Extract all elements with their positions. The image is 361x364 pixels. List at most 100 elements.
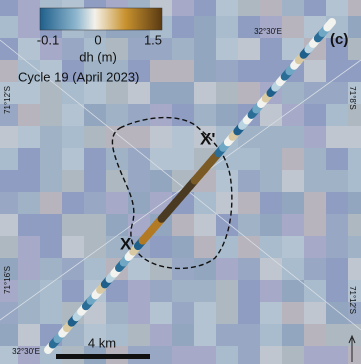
pixel bbox=[282, 346, 304, 364]
pixel bbox=[62, 104, 84, 126]
pixel bbox=[326, 170, 348, 192]
pixel bbox=[282, 302, 304, 324]
pixel bbox=[216, 236, 238, 258]
pixel bbox=[216, 60, 238, 82]
pixel bbox=[18, 104, 40, 126]
pixel bbox=[128, 280, 150, 302]
pixel bbox=[150, 236, 172, 258]
pixel bbox=[304, 280, 326, 302]
pixel bbox=[216, 38, 238, 60]
pixel bbox=[150, 148, 172, 170]
pixel bbox=[172, 0, 194, 16]
pixel bbox=[260, 236, 282, 258]
pixel bbox=[326, 258, 348, 280]
pixel bbox=[106, 148, 128, 170]
pixel bbox=[216, 346, 238, 364]
pixel bbox=[40, 258, 62, 280]
pixel bbox=[40, 126, 62, 148]
pixel bbox=[326, 104, 348, 126]
pixel bbox=[40, 170, 62, 192]
pixel bbox=[282, 324, 304, 346]
pixel bbox=[62, 258, 84, 280]
pixel bbox=[194, 346, 216, 364]
pixel bbox=[172, 214, 194, 236]
pixel bbox=[260, 126, 282, 148]
pixel bbox=[150, 82, 172, 104]
pixel bbox=[238, 236, 260, 258]
pixel bbox=[84, 236, 106, 258]
colorbar bbox=[40, 8, 162, 30]
pixel bbox=[62, 214, 84, 236]
pixel bbox=[150, 126, 172, 148]
pixel bbox=[238, 38, 260, 60]
pixel bbox=[128, 302, 150, 324]
pixel bbox=[326, 126, 348, 148]
pixel bbox=[84, 258, 106, 280]
pixel bbox=[282, 16, 304, 38]
pixel bbox=[282, 0, 304, 16]
pixel bbox=[172, 236, 194, 258]
pixel bbox=[84, 148, 106, 170]
pixel bbox=[260, 258, 282, 280]
pixel bbox=[216, 192, 238, 214]
pixel bbox=[18, 82, 40, 104]
pixel bbox=[216, 258, 238, 280]
pixel bbox=[106, 214, 128, 236]
pixel bbox=[0, 148, 18, 170]
pixel bbox=[348, 0, 361, 16]
pixel bbox=[348, 16, 361, 38]
colorbar-tick: -0.1 bbox=[37, 32, 59, 47]
pixel bbox=[304, 126, 326, 148]
pixel bbox=[194, 236, 216, 258]
pixel bbox=[238, 258, 260, 280]
pixel bbox=[62, 148, 84, 170]
lon-label: 32°30'E bbox=[254, 27, 282, 36]
pixel bbox=[304, 346, 326, 364]
pixel bbox=[172, 280, 194, 302]
pixel bbox=[238, 148, 260, 170]
pixel bbox=[304, 0, 326, 16]
colorbar-tick: 1.5 bbox=[144, 32, 162, 47]
pixel bbox=[128, 324, 150, 346]
pixel bbox=[18, 302, 40, 324]
pixel bbox=[260, 346, 282, 364]
pixel bbox=[150, 346, 172, 364]
pixel bbox=[172, 16, 194, 38]
pixel bbox=[260, 38, 282, 60]
pixel bbox=[128, 258, 150, 280]
pixel bbox=[84, 126, 106, 148]
pixel bbox=[282, 126, 304, 148]
track-segment bbox=[327, 22, 332, 27]
pixel bbox=[326, 214, 348, 236]
pixel bbox=[0, 0, 18, 16]
pixel bbox=[304, 236, 326, 258]
pixel bbox=[348, 60, 361, 82]
pixel bbox=[238, 214, 260, 236]
pixel bbox=[40, 82, 62, 104]
pixel bbox=[194, 60, 216, 82]
pixel bbox=[216, 302, 238, 324]
pixel bbox=[194, 324, 216, 346]
pixel bbox=[282, 170, 304, 192]
scale-label: 4 km bbox=[88, 335, 116, 350]
pixel bbox=[40, 236, 62, 258]
pixel bbox=[84, 82, 106, 104]
pixel bbox=[18, 236, 40, 258]
pixel bbox=[348, 148, 361, 170]
pixel bbox=[348, 192, 361, 214]
map: -0.1 0 1.5 dh (m) Cycle 19 (April 2023) … bbox=[0, 0, 361, 364]
pixel bbox=[62, 170, 84, 192]
pixel bbox=[172, 324, 194, 346]
pixel bbox=[348, 214, 361, 236]
pixel bbox=[172, 148, 194, 170]
caption: Cycle 19 (April 2023) bbox=[18, 69, 139, 84]
pixel bbox=[150, 60, 172, 82]
pixel bbox=[282, 82, 304, 104]
lat-label: 71°12'S bbox=[348, 286, 357, 314]
pixel bbox=[238, 82, 260, 104]
pixel bbox=[260, 214, 282, 236]
pixel bbox=[238, 192, 260, 214]
pixel bbox=[304, 258, 326, 280]
pixel bbox=[304, 104, 326, 126]
pixel bbox=[238, 60, 260, 82]
